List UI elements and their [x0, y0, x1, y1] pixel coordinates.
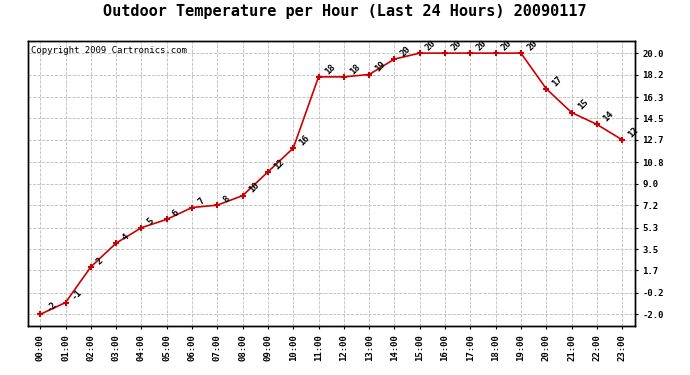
Text: 4: 4: [120, 232, 130, 242]
Text: 12: 12: [272, 157, 286, 171]
Text: 10: 10: [247, 181, 261, 195]
Text: 18: 18: [323, 62, 337, 76]
Text: 20: 20: [525, 38, 539, 53]
Text: -1: -1: [70, 288, 83, 302]
Text: 18: 18: [348, 62, 362, 76]
Text: 6: 6: [171, 209, 181, 219]
Text: 15: 15: [575, 98, 590, 112]
Text: 12: 12: [627, 125, 640, 139]
Text: 14: 14: [601, 110, 615, 124]
Text: -2: -2: [44, 300, 59, 314]
Text: 20: 20: [475, 38, 489, 53]
Text: 20: 20: [399, 44, 413, 58]
Text: 20: 20: [500, 38, 514, 53]
Text: 8: 8: [221, 194, 232, 204]
Text: 2: 2: [95, 256, 105, 266]
Text: 17: 17: [551, 74, 564, 88]
Text: 5: 5: [146, 217, 156, 227]
Text: 20: 20: [424, 38, 438, 53]
Text: 19: 19: [373, 60, 387, 74]
Text: 7: 7: [196, 196, 206, 207]
Text: 20: 20: [449, 38, 463, 53]
Text: 16: 16: [297, 134, 311, 147]
Text: Outdoor Temperature per Hour (Last 24 Hours) 20090117: Outdoor Temperature per Hour (Last 24 Ho…: [104, 4, 586, 19]
Text: Copyright 2009 Cartronics.com: Copyright 2009 Cartronics.com: [30, 45, 186, 54]
